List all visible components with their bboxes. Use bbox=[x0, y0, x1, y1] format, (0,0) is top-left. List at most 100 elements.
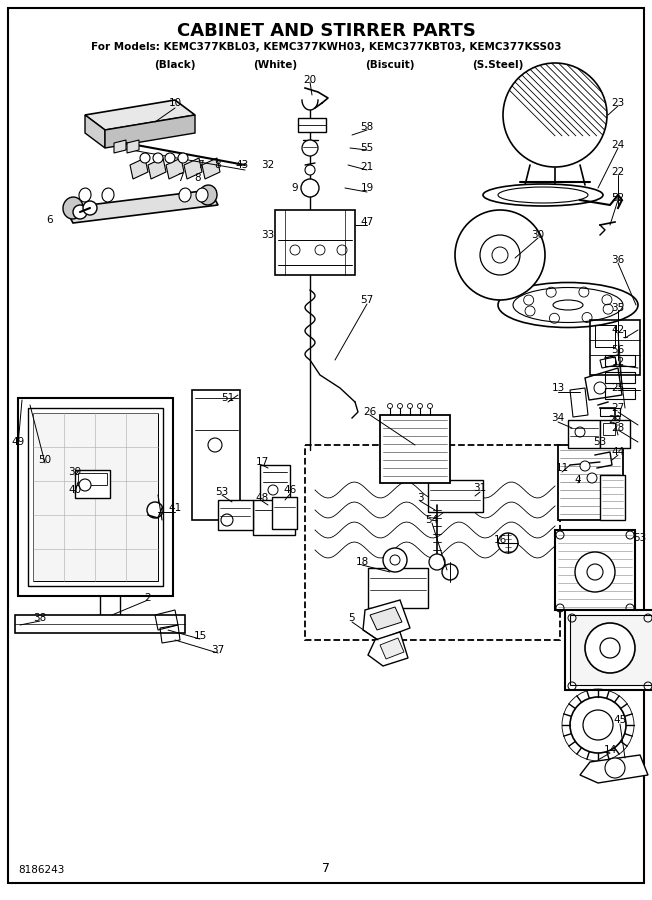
Bar bbox=[603, 423, 615, 435]
Text: 57: 57 bbox=[361, 295, 374, 305]
Circle shape bbox=[165, 153, 175, 163]
Text: 42: 42 bbox=[612, 325, 625, 335]
Text: 23: 23 bbox=[612, 98, 625, 108]
Text: (White): (White) bbox=[253, 60, 297, 70]
Text: 53: 53 bbox=[215, 487, 229, 497]
Text: 32: 32 bbox=[261, 160, 274, 170]
Bar bbox=[555, 530, 635, 610]
Bar bbox=[568, 420, 600, 448]
Text: 25: 25 bbox=[612, 383, 625, 393]
Bar bbox=[558, 445, 623, 520]
Polygon shape bbox=[105, 115, 195, 148]
Text: 13: 13 bbox=[552, 383, 565, 393]
Circle shape bbox=[153, 153, 163, 163]
Text: 54: 54 bbox=[425, 515, 439, 525]
Polygon shape bbox=[166, 158, 184, 179]
Text: 37: 37 bbox=[211, 645, 225, 655]
Text: For Models: KEMC377KBL03, KEMC377KWH03, KEMC377KBT03, KEMC377KSS03: For Models: KEMC377KBL03, KEMC377KWH03, … bbox=[91, 42, 561, 52]
Bar bbox=[565, 610, 652, 690]
Bar bbox=[605, 388, 635, 399]
Circle shape bbox=[605, 758, 625, 778]
Text: 26: 26 bbox=[363, 407, 377, 417]
Ellipse shape bbox=[79, 188, 91, 202]
Text: 41: 41 bbox=[168, 503, 182, 513]
Text: 8: 8 bbox=[215, 160, 221, 170]
Polygon shape bbox=[85, 100, 195, 130]
Bar bbox=[590, 320, 640, 375]
Polygon shape bbox=[380, 638, 404, 659]
Ellipse shape bbox=[483, 184, 603, 206]
Polygon shape bbox=[370, 607, 402, 630]
Text: 10: 10 bbox=[168, 98, 181, 108]
Bar bbox=[218, 500, 253, 530]
Text: 35: 35 bbox=[612, 303, 625, 313]
Text: 11: 11 bbox=[556, 463, 569, 473]
Polygon shape bbox=[202, 158, 220, 179]
Text: (Biscuit): (Biscuit) bbox=[365, 60, 415, 70]
Polygon shape bbox=[368, 632, 408, 666]
Circle shape bbox=[79, 479, 91, 491]
Circle shape bbox=[587, 473, 597, 483]
Text: 44: 44 bbox=[612, 447, 625, 457]
Circle shape bbox=[305, 165, 315, 175]
Circle shape bbox=[302, 140, 318, 156]
Text: 45: 45 bbox=[614, 715, 627, 725]
Text: 31: 31 bbox=[473, 483, 486, 493]
Text: 52: 52 bbox=[612, 193, 625, 203]
Circle shape bbox=[383, 548, 407, 572]
Text: 3: 3 bbox=[417, 493, 423, 503]
Text: 38: 38 bbox=[33, 613, 47, 623]
Bar bbox=[75, 470, 110, 498]
Circle shape bbox=[442, 564, 458, 580]
Bar bbox=[192, 390, 240, 520]
Circle shape bbox=[178, 153, 188, 163]
Ellipse shape bbox=[102, 188, 114, 202]
Polygon shape bbox=[130, 158, 148, 179]
Bar bbox=[605, 355, 635, 366]
Circle shape bbox=[498, 533, 518, 553]
Ellipse shape bbox=[498, 283, 638, 328]
Circle shape bbox=[580, 461, 590, 471]
Circle shape bbox=[583, 710, 613, 740]
Text: 46: 46 bbox=[284, 485, 297, 495]
Text: 16: 16 bbox=[494, 535, 507, 545]
Text: 33: 33 bbox=[261, 230, 274, 240]
Text: 7: 7 bbox=[197, 160, 203, 170]
Polygon shape bbox=[65, 190, 218, 223]
Text: 12: 12 bbox=[612, 357, 625, 367]
Text: 49: 49 bbox=[11, 437, 25, 447]
Ellipse shape bbox=[63, 197, 83, 219]
Polygon shape bbox=[580, 755, 648, 783]
Bar bbox=[18, 398, 173, 596]
Text: 17: 17 bbox=[256, 457, 269, 467]
Bar bbox=[305, 445, 560, 640]
Text: 50: 50 bbox=[38, 455, 52, 465]
Circle shape bbox=[147, 502, 163, 518]
Text: 53: 53 bbox=[593, 437, 606, 447]
Text: 21: 21 bbox=[361, 162, 374, 172]
Bar bbox=[380, 415, 450, 483]
Text: 9: 9 bbox=[291, 183, 299, 193]
Circle shape bbox=[480, 235, 520, 275]
Text: 8: 8 bbox=[195, 173, 201, 183]
Polygon shape bbox=[363, 600, 410, 640]
Bar bbox=[15, 615, 185, 633]
Text: 36: 36 bbox=[612, 255, 625, 265]
Text: 6: 6 bbox=[47, 215, 53, 225]
Bar bbox=[298, 118, 326, 132]
Circle shape bbox=[455, 210, 545, 300]
Text: 22: 22 bbox=[612, 167, 625, 177]
Bar bbox=[28, 408, 163, 586]
Bar bbox=[600, 420, 630, 448]
Text: 28: 28 bbox=[612, 423, 625, 433]
Bar bbox=[260, 465, 290, 503]
Text: 56: 56 bbox=[612, 345, 625, 355]
Circle shape bbox=[570, 697, 626, 753]
Text: 1: 1 bbox=[622, 330, 629, 340]
Bar bbox=[428, 480, 483, 512]
Ellipse shape bbox=[196, 188, 208, 202]
Circle shape bbox=[83, 201, 97, 215]
Polygon shape bbox=[148, 158, 166, 179]
Ellipse shape bbox=[179, 188, 191, 202]
Text: 51: 51 bbox=[222, 393, 235, 403]
